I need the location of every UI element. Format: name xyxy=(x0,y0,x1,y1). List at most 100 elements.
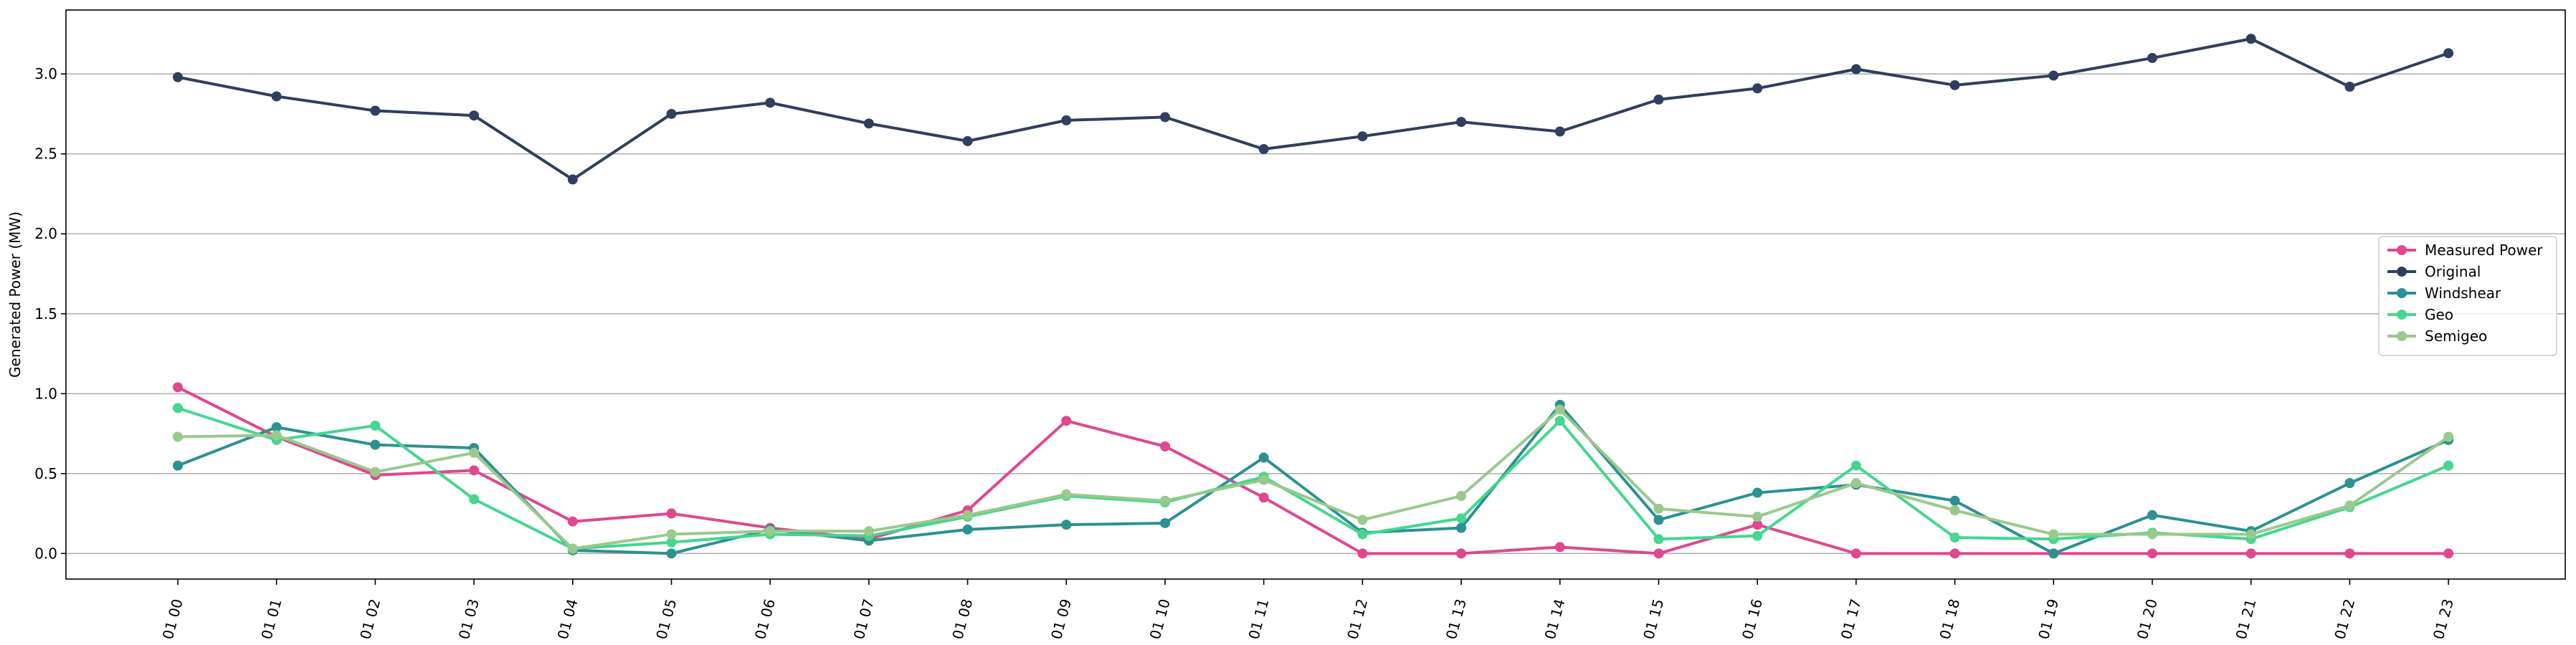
data-point xyxy=(2344,82,2355,92)
data-point xyxy=(1653,515,1664,525)
data-point xyxy=(2344,478,2355,489)
data-point xyxy=(1850,64,1861,75)
data-point xyxy=(863,118,874,129)
data-point xyxy=(173,72,183,82)
data-point xyxy=(1554,126,1565,137)
data-point xyxy=(2443,431,2454,442)
x-tick-label: 01 06 xyxy=(751,597,779,641)
data-point xyxy=(666,529,677,540)
data-point xyxy=(2147,548,2157,559)
data-point xyxy=(1653,94,1664,105)
legend-label: Original xyxy=(2425,263,2481,280)
x-tick-label: 01 17 xyxy=(1838,597,1865,641)
data-point xyxy=(1752,530,1763,541)
data-point xyxy=(1850,478,1861,489)
data-point xyxy=(765,97,776,108)
data-point xyxy=(2147,510,2157,520)
x-tick-label: 01 14 xyxy=(1541,597,1569,641)
legend-item: Windshear xyxy=(2387,285,2501,302)
data-point xyxy=(1456,117,1467,128)
legend-label: Measured Power xyxy=(2425,242,2543,259)
data-point xyxy=(173,460,183,471)
y-tick-label: 2.5 xyxy=(34,145,57,163)
y-axis-label: Generated Power (MW) xyxy=(6,211,24,378)
x-tick-label: 01 22 xyxy=(2331,597,2358,641)
data-point xyxy=(370,105,381,116)
y-tick-label: 1.5 xyxy=(34,305,57,322)
y-tick-label: 0.0 xyxy=(34,545,57,562)
data-point xyxy=(567,516,578,527)
legend-item: Geo xyxy=(2387,306,2453,323)
data-point xyxy=(1653,548,1664,559)
series-line xyxy=(177,403,2449,555)
data-point xyxy=(271,430,282,441)
data-point xyxy=(666,108,677,119)
data-point xyxy=(2147,529,2157,540)
series-line xyxy=(177,386,2449,555)
data-point xyxy=(1258,452,1269,463)
x-tick-label: 01 09 xyxy=(1047,597,1075,641)
y-axis: 0.0 0.5 1.0 1.5 2.0 2.5 3.0 xyxy=(34,65,66,562)
data-point xyxy=(173,431,183,442)
x-tick-label: 01 11 xyxy=(1245,597,1273,641)
y-tick-label: 2.0 xyxy=(34,225,57,242)
data-point xyxy=(370,467,381,477)
legend: Measured Power Original Windshear Geo Semige… xyxy=(2378,236,2557,356)
series-line xyxy=(177,37,2449,181)
data-point xyxy=(1850,548,1861,559)
legend-marker xyxy=(2397,331,2407,341)
data-point xyxy=(469,447,480,458)
data-point xyxy=(666,537,677,548)
x-tick-label: 01 03 xyxy=(455,597,483,641)
data-point xyxy=(1061,520,1072,530)
y-tick-label: 0.5 xyxy=(34,465,57,482)
data-point xyxy=(1061,489,1072,500)
data-point xyxy=(863,526,874,537)
data-point xyxy=(173,403,183,414)
x-tick-label: 01 15 xyxy=(1640,597,1667,641)
data-point xyxy=(1357,548,1368,559)
data-point xyxy=(2048,529,2059,540)
data-point xyxy=(1456,522,1467,533)
gridlines xyxy=(66,73,2565,555)
data-point xyxy=(1554,542,1565,553)
data-point xyxy=(666,508,677,519)
data-point xyxy=(1160,495,1170,506)
legend-item: Semigeo xyxy=(2387,328,2487,345)
data-point xyxy=(2048,70,2059,81)
y-tick-label: 3.0 xyxy=(34,65,57,82)
legend-label: Semigeo xyxy=(2425,328,2487,345)
data-point xyxy=(1949,80,1960,90)
data-point xyxy=(567,174,578,185)
data-point xyxy=(370,420,381,431)
x-tick-label: 01 18 xyxy=(1936,597,1963,641)
data-point xyxy=(2443,548,2454,559)
data-point xyxy=(1357,515,1368,525)
data-point xyxy=(2443,48,2454,59)
data-point xyxy=(1357,131,1368,142)
data-point xyxy=(1160,112,1170,123)
data-point xyxy=(2245,529,2256,540)
data-point xyxy=(666,548,677,559)
data-point xyxy=(962,524,973,535)
data-point xyxy=(2443,460,2454,471)
data-point xyxy=(469,465,480,476)
data-point xyxy=(2245,34,2256,44)
x-tick-label: 01 21 xyxy=(2233,597,2260,641)
data-point xyxy=(1752,83,1763,94)
data-point xyxy=(1061,115,1072,125)
data-point xyxy=(1456,491,1467,502)
data-point xyxy=(1850,460,1861,471)
x-tick-label: 01 16 xyxy=(1739,597,1766,641)
series-original xyxy=(173,34,2454,185)
legend-item: Measured Power xyxy=(2387,242,2543,259)
data-point xyxy=(1752,520,1763,530)
x-tick-label: 01 01 xyxy=(258,597,285,641)
data-point xyxy=(1752,487,1763,498)
data-point xyxy=(1258,474,1269,485)
x-tick-label: 01 00 xyxy=(159,597,186,641)
data-point xyxy=(2147,52,2157,63)
x-tick-label: 01 19 xyxy=(2035,597,2062,641)
data-point xyxy=(2245,548,2256,559)
